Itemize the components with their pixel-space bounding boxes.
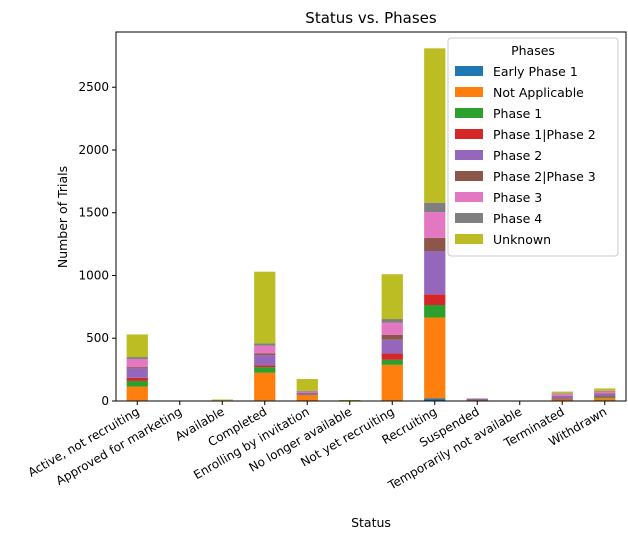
bar-segment-4-4 [296,392,318,395]
legend-swatch-4 [455,150,483,160]
bar-segment-7-0 [424,398,446,401]
bar-segment-7-5 [424,237,446,252]
bar-segment-3-2 [254,367,276,373]
bar-segment-4-5 [296,392,318,394]
bar-segment-6-1 [381,364,403,401]
bar-segment-3-8 [254,271,276,344]
legend-title: Phases [511,43,555,58]
bar-segment-5-8 [339,400,361,401]
bar-segment-7-7 [424,202,446,213]
plot-area [126,48,616,402]
bar-segment-3-4 [254,355,276,366]
bar-segment-6-3 [381,353,403,360]
bar-segment-11-6 [594,391,616,394]
bar-segment-4-6 [296,391,318,393]
bar-segment-6-8 [381,274,403,320]
bar-segment-11-1 [594,398,616,401]
legend-swatch-0 [455,66,483,76]
legend-label-0: Early Phase 1 [493,64,578,79]
legend-label-5: Phase 2|Phase 3 [493,169,596,184]
legend-swatch-3 [455,129,483,139]
legend-swatch-8 [455,234,483,244]
bar-segment-0-3 [126,377,148,381]
y-tick-label-0: 0 [101,394,109,408]
bar-segment-4-7 [296,390,318,392]
bar-segment-10-7 [551,393,573,394]
bar-segment-3-3 [254,365,276,368]
bar-segment-11-4 [594,393,616,397]
bar-segment-10-6 [551,393,573,396]
bar-segment-0-5 [126,367,148,369]
legend-label-1: Not Applicable [493,85,584,100]
bar-segment-3-1 [254,372,276,401]
x-axis-label: Status [351,515,391,530]
bar-segment-6-7 [381,319,403,323]
bar-segment-10-4 [551,396,573,399]
bar-segment-6-5 [381,334,403,340]
bar-segment-4-2 [296,394,318,396]
y-tick-label-2: 1000 [78,268,109,282]
bar-segment-3-5 [254,353,276,356]
legend-swatch-7 [455,213,483,223]
bar-segment-3-7 [254,343,276,346]
bar-segment-3-6 [254,345,276,354]
bar-segment-10-3 [551,398,573,400]
legend: Phases Early Phase 1 Not Applicable Phase … [447,37,619,257]
bar-segment-8-7 [466,398,488,399]
bar-segment-0-6 [126,358,148,368]
bar-segment-11-5 [594,393,616,394]
bar-segment-0-4 [126,368,148,378]
bar-segment-4-8 [296,379,318,391]
bar-segment-0-7 [126,357,148,359]
legend-label-6: Phase 3 [493,190,542,205]
y-tick-label-3: 1500 [78,206,109,220]
bar-segment-4-1 [296,395,318,401]
bar-segment-11-8 [594,388,616,391]
y-tick-label-1: 500 [86,331,109,345]
bar-segment-0-1 [126,386,148,401]
y-axis-label: Number of Trials [55,166,70,268]
legend-swatch-6 [455,192,483,202]
legend-label-8: Unknown [493,232,551,247]
bar-segment-7-8 [424,48,446,203]
legend-label-2: Phase 1 [493,106,542,121]
y-tick-label-4: 2000 [78,143,109,157]
bar-segment-10-1 [551,399,573,401]
bar-segment-7-6 [424,212,446,238]
legend-swatch-1 [455,87,483,97]
bar-segment-7-3 [424,294,446,305]
bar-segment-4-3 [296,394,318,395]
bar-segment-7-4 [424,251,446,295]
bar-segment-6-6 [381,322,403,335]
chart-title: Status vs. Phases [305,9,437,27]
bar-segment-2-8 [211,399,233,401]
legend-swatch-5 [455,171,483,181]
bar-segment-0-2 [126,380,148,387]
bar-segment-7-2 [424,304,446,318]
plot-frame [115,31,627,402]
bar-segment-6-2 [381,359,403,365]
y-axis-ticks: 0 500 1000 1500 2000 2500 [78,80,116,408]
legend-label-4: Phase 2 [493,148,542,163]
y-tick-label-5: 2500 [78,80,109,94]
legend-swatch-2 [455,108,483,118]
legend-box [447,37,619,257]
bar-segment-11-3 [594,396,616,398]
legend-label-7: Phase 4 [493,211,542,226]
bar-segment-10-2 [551,398,573,400]
bar-segment-6-4 [381,339,403,354]
bar-segment-0-8 [126,334,148,358]
legend-label-3: Phase 1|Phase 2 [493,127,596,142]
bar-segment-11-2 [594,397,616,399]
bar-segment-8-4 [466,398,488,401]
bar-segment-7-1 [424,317,446,399]
bar-segment-11-7 [594,390,616,392]
bar-segment-10-8 [551,391,573,394]
bar-segment-10-5 [551,395,573,397]
